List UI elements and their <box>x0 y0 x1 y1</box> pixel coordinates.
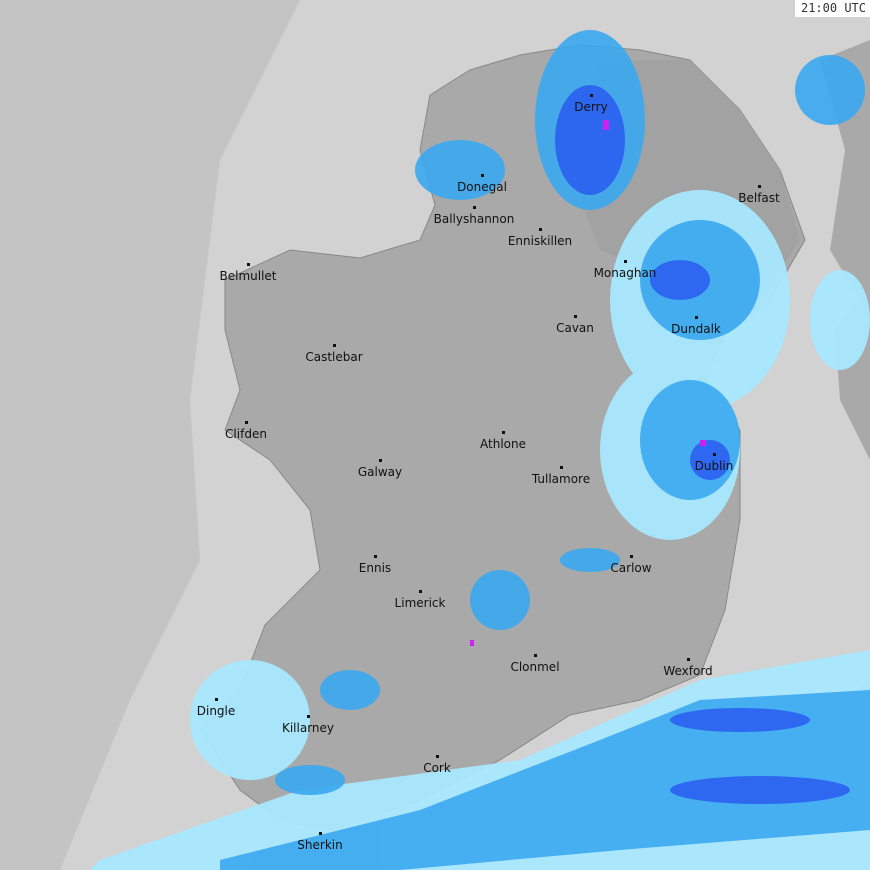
town-dot <box>560 466 563 469</box>
town-dot <box>374 555 377 558</box>
town-label: Dundalk <box>671 322 721 336</box>
town-dot <box>419 590 422 593</box>
timestamp-label: 21:00 UTC <box>794 0 870 17</box>
town-label: Donegal <box>457 180 507 194</box>
town-label: Tullamore <box>531 472 591 486</box>
town-label: Belmullet <box>219 269 277 283</box>
town-dot <box>333 344 336 347</box>
town-dot <box>695 316 698 319</box>
town-label: Galway <box>357 465 403 479</box>
town-label: Cork <box>423 761 451 775</box>
town-label: Derry <box>574 100 608 114</box>
town-label: Castlebar <box>305 350 363 364</box>
town-dot <box>307 715 310 718</box>
rain-intense <box>470 120 706 646</box>
town-dot <box>245 421 248 424</box>
town-dot <box>630 555 633 558</box>
town-label: Sherkin <box>297 838 343 852</box>
town-dot <box>215 698 218 701</box>
town-label: Enniskillen <box>507 234 573 248</box>
town-label: Belfast <box>738 191 780 205</box>
town-label: Athlone <box>480 437 526 451</box>
town-label: Clonmel <box>510 660 560 674</box>
town-label: Clifden <box>225 427 267 441</box>
town-label: Cavan <box>556 321 594 335</box>
town-dot <box>319 832 322 835</box>
town-dot <box>247 263 250 266</box>
town-dot <box>758 185 761 188</box>
town-dot <box>687 658 690 661</box>
town-label: Ennis <box>358 561 392 575</box>
town-label: Carlow <box>610 561 652 575</box>
town-label: Killarney <box>281 721 335 735</box>
rain-heavy <box>555 85 850 804</box>
town-dot <box>534 654 537 657</box>
town-label: Ballyshannon <box>433 212 515 226</box>
town-dot <box>624 260 627 263</box>
town-dot <box>713 453 716 456</box>
town-dot <box>574 315 577 318</box>
town-dot <box>539 228 542 231</box>
town-label: Wexford <box>663 664 713 678</box>
town-dot <box>481 174 484 177</box>
town-dot <box>502 431 505 434</box>
town-dot <box>436 755 439 758</box>
town-dot <box>473 206 476 209</box>
town-label: Dublin <box>694 459 734 473</box>
town-label: Monaghan <box>593 266 657 280</box>
town-dot <box>590 94 593 97</box>
town-label: Limerick <box>394 596 446 610</box>
town-dot <box>379 459 382 462</box>
town-label: Dingle <box>196 704 236 718</box>
